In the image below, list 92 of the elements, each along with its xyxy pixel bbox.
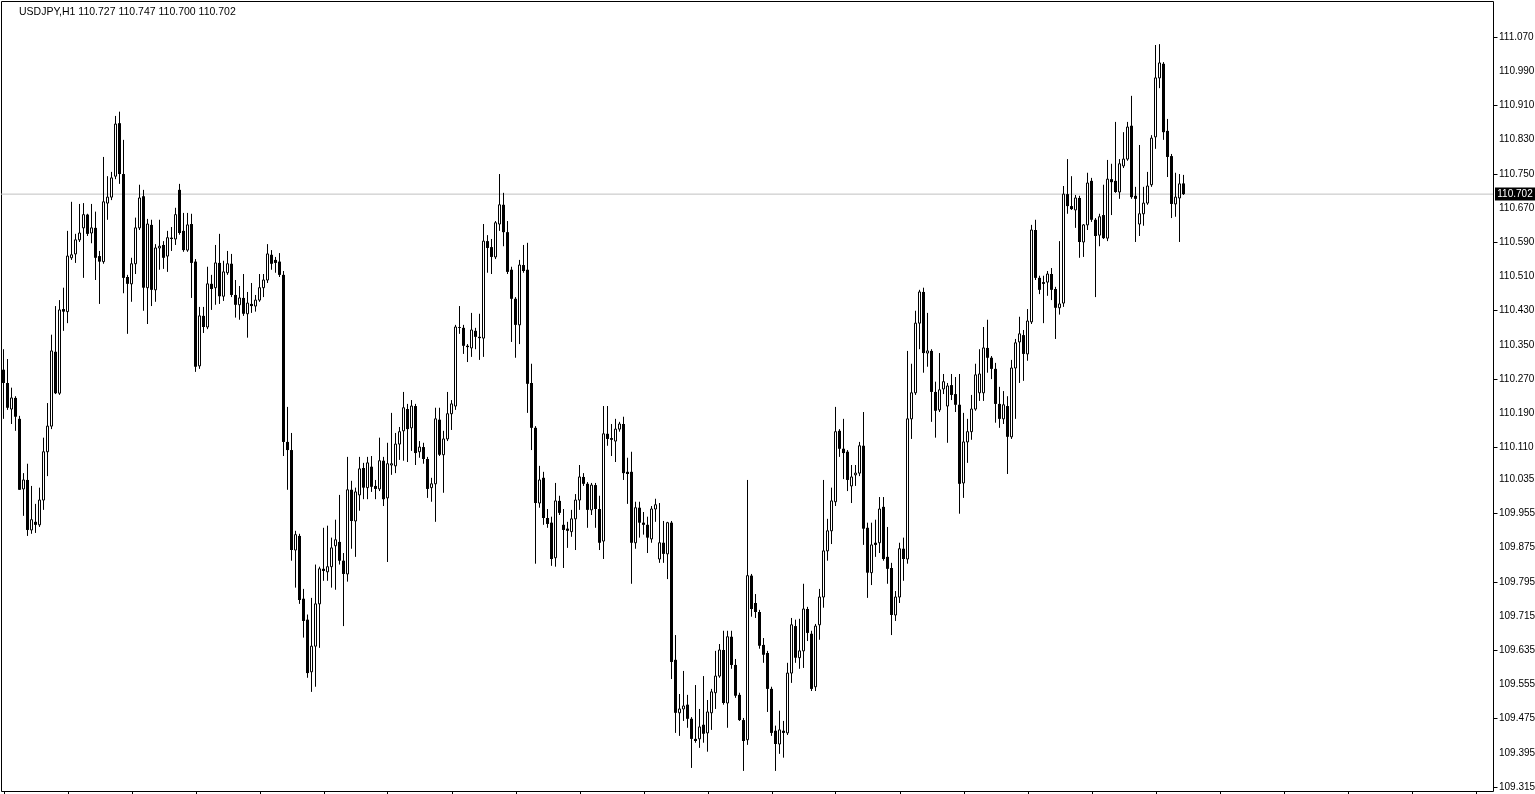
candlestick (954, 376, 957, 413)
candlestick (402, 391, 405, 462)
candlestick (10, 387, 13, 425)
candlestick (694, 684, 697, 744)
y-tick-label: 110.190 (1499, 406, 1535, 418)
y-tick-label: 110.350 (1499, 338, 1535, 350)
candlestick (698, 708, 701, 749)
candlestick (998, 386, 1001, 429)
y-tick-label: 110.110 (1499, 441, 1535, 453)
y-tick-label: 111.070 (1499, 30, 1535, 42)
candlestick (934, 381, 937, 439)
candlestick (286, 406, 289, 491)
candlestick (86, 213, 89, 237)
candlestick (82, 202, 85, 279)
y-tick-label: 109.555 (1499, 678, 1535, 690)
candlestick (610, 423, 613, 457)
candlestick (682, 670, 685, 722)
candlestick (362, 462, 365, 500)
candlestick (326, 525, 329, 582)
candlestick (658, 502, 661, 564)
y-tick-label: 110.990 (1499, 65, 1535, 77)
candlestick (474, 327, 477, 350)
candlestick (410, 399, 413, 452)
y-tick-label: 109.955 (1499, 507, 1535, 519)
candlestick (1098, 213, 1101, 247)
candlestick (238, 285, 241, 321)
candlestick (662, 520, 665, 564)
candlestick (702, 675, 705, 744)
candlestick (614, 418, 617, 463)
candlestick (714, 650, 717, 710)
candlestick (242, 273, 245, 317)
candlestick (1018, 316, 1021, 384)
candlestick (394, 432, 397, 474)
candlestick (34, 503, 37, 534)
candlestick (1070, 175, 1073, 211)
candlestick (334, 519, 337, 591)
candlestick (1094, 217, 1097, 298)
candlestick (1038, 275, 1041, 295)
candlestick (686, 694, 689, 729)
candlestick (338, 494, 341, 566)
y-tick-label: 110.270 (1499, 372, 1535, 384)
y-tick-label: 109.715 (1499, 609, 1535, 621)
candlestick (74, 233, 77, 264)
candlestick (370, 455, 373, 493)
y-tick-label: 109.795 (1499, 575, 1535, 587)
candlestick (778, 710, 781, 755)
candlestick (162, 240, 165, 270)
y-tick-label: 109.875 (1499, 541, 1535, 553)
candlestick (690, 716, 693, 769)
candlestick (1114, 121, 1117, 194)
candlestick (330, 537, 333, 589)
y-tick-label: 110.830 (1499, 133, 1535, 145)
y-tick-label: 110.035 (1499, 473, 1535, 485)
y-tick-label: 110.510 (1499, 270, 1535, 282)
y-tick-label: 110.590 (1499, 235, 1535, 247)
candlestick (470, 312, 473, 358)
candlestick (1178, 173, 1181, 243)
candlestick (562, 508, 565, 569)
candlestick (990, 355, 993, 380)
candlestick (234, 279, 237, 319)
candlestick (642, 511, 645, 536)
candlestick (166, 230, 169, 273)
candlestick (938, 352, 941, 413)
candlestick (638, 501, 641, 539)
y-tick-label: 109.315 (1499, 780, 1535, 792)
candlestick (422, 442, 425, 465)
candlestick (1142, 186, 1145, 227)
y-tick-label: 110.910 (1499, 99, 1535, 111)
y-tick-label: 109.395 (1499, 746, 1535, 758)
candlestick (1182, 174, 1185, 196)
candlestick (14, 395, 17, 432)
candlestick (1046, 270, 1049, 297)
candlestick (1042, 275, 1045, 324)
y-tick-label: 110.750 (1499, 167, 1535, 179)
candlestick (246, 291, 249, 339)
candlestick (250, 282, 253, 314)
candlestick (110, 171, 113, 201)
candlestick (462, 324, 465, 355)
y-tick-label: 110.670 (1499, 201, 1535, 213)
y-tick-label: 109.635 (1499, 644, 1535, 655)
candlestick (566, 521, 569, 549)
y-tick-label: 109.475 (1499, 712, 1535, 724)
candlestick (594, 482, 597, 529)
candlestick (258, 273, 261, 303)
candlestick (842, 418, 845, 480)
candlestick (1138, 144, 1141, 237)
candlestick (278, 252, 281, 278)
chart-title: USDJPY,H1 110.727 110.747 110.700 110.702 (19, 5, 236, 17)
y-tick-label: 110.430 (1499, 304, 1535, 316)
candlestick (406, 403, 409, 463)
candlestick (946, 382, 949, 444)
ref-line-label: 110.702 (1497, 188, 1534, 200)
